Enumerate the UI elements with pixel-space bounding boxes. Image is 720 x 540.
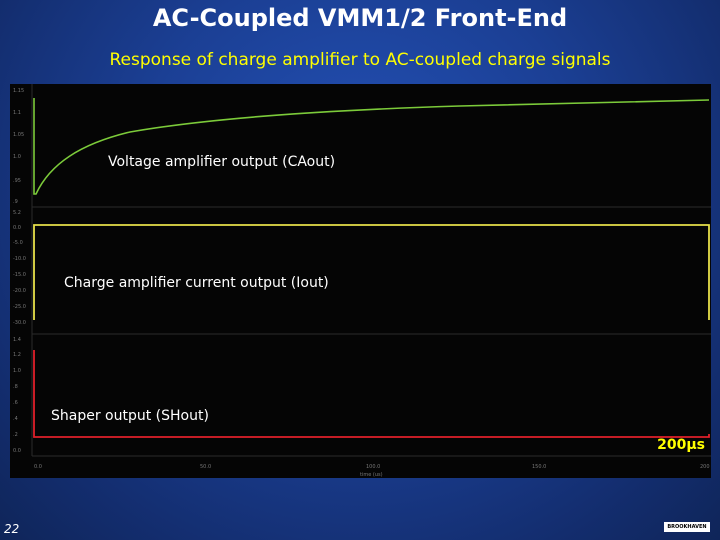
panel3-tick: .8 (13, 384, 18, 390)
iout-label: Charge amplifier current output (Iout) (64, 275, 329, 291)
caout-trace (33, 98, 710, 195)
panel3-tick: .2 (13, 432, 18, 438)
panel2-tick: -10.0 (13, 256, 26, 262)
panel3-tick: 0.0 (13, 448, 21, 454)
panel3-tick: .6 (13, 400, 18, 406)
panel3-tick: 1.4 (13, 337, 21, 343)
panel2-tick: 0.0 (13, 225, 21, 231)
panel2-tick: -15.0 (13, 272, 26, 278)
brookhaven-logo: BROOKHAVEN (664, 522, 710, 532)
panel2-tick: -20.0 (13, 288, 26, 294)
panel3-tick: 1.2 (13, 352, 21, 358)
iout-trace (33, 224, 710, 320)
x-axis-title: time (us) (360, 472, 383, 478)
x-tick: 100.0 (366, 464, 380, 470)
shout-label: Shaper output (SHout) (51, 408, 209, 424)
slide-title: AC-Coupled VMM1/2 Front-End (152, 4, 568, 32)
panel2-tick: -30.0 (13, 320, 26, 326)
panel3-tick: .4 (13, 416, 18, 422)
waveform-canvas: 1.15 1.1 1.05 1.0 .95 .9 5.2 0.0 -5.0 -1… (13, 84, 711, 478)
panel1-tick: .95 (13, 178, 21, 184)
oscilloscope-plot: 1.15 1.1 1.05 1.0 .95 .9 5.2 0.0 -5.0 -1… (10, 84, 711, 478)
time-scale-label: 200μs (657, 437, 705, 453)
panel1-tick: 1.05 (13, 132, 24, 138)
x-tick: 200 (700, 464, 710, 470)
x-tick: 50.0 (200, 464, 211, 470)
page-number: 22 (4, 522, 20, 536)
panel1-tick: 1.15 (13, 88, 24, 94)
caout-label: Voltage amplifier output (CAout) (108, 154, 336, 170)
shout-trace (33, 350, 710, 438)
panel1-tick: 1.1 (13, 110, 21, 116)
x-tick: 0.0 (34, 464, 42, 470)
panel2-tick: -5.0 (13, 240, 23, 246)
panel3-tick: 1.0 (13, 368, 21, 374)
panel2-tick: 5.2 (13, 210, 21, 216)
panel1-tick: .9 (13, 199, 18, 205)
x-tick: 150.0 (532, 464, 546, 470)
panel1-tick: 1.0 (13, 154, 21, 160)
slide-subtitle: Response of charge amplifier to AC-coupl… (109, 50, 611, 70)
panel2-tick: -25.0 (13, 304, 26, 310)
